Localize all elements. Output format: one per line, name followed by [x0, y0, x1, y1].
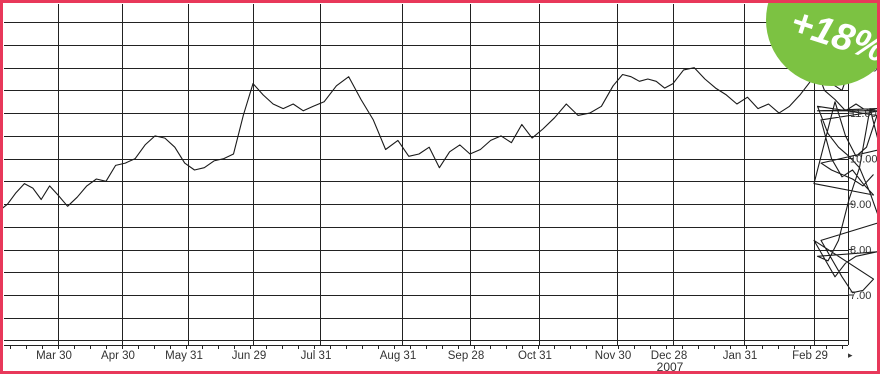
- x-axis-ticks: Mar 30 Apr 30 May 31 Jun 29 Jul 31 Aug 31 Sep …: [36, 350, 853, 362]
- grid-lines: [4, 4, 849, 349]
- x-tick-label: Nov 30: [595, 350, 631, 362]
- x-tick-label: Oct 31: [518, 350, 552, 362]
- badge-circle: [766, 0, 880, 86]
- x-tick-label: Dec 28: [651, 350, 687, 362]
- x-tick-label: Sep 28: [448, 350, 484, 362]
- price-series-line: [1, 21, 880, 294]
- x-tick-label: Jan 31: [723, 350, 758, 362]
- x-tick-label: Aug 31: [380, 350, 416, 362]
- x-tick-label: Apr 30: [101, 350, 135, 362]
- x-tick-label: Feb 29: [792, 350, 828, 362]
- y-tick-label: 9.00: [850, 199, 871, 211]
- year-label: 2007: [657, 360, 684, 374]
- y-tick-label: 8.00: [850, 245, 871, 257]
- badge-partial-text: on: [857, 0, 878, 6]
- price-line-layer: [1, 21, 880, 294]
- x-tick-label: Jul 31: [301, 350, 332, 362]
- x-tick-label: Mar 30: [36, 350, 72, 362]
- y-tick-label: 11.00: [850, 108, 877, 120]
- y-tick-label: 7.00: [850, 290, 871, 302]
- axis-arrow-icon: ▸: [848, 350, 853, 360]
- x-tick-label: May 31: [165, 350, 203, 362]
- gain-badge: on +18%: [766, 0, 880, 86]
- y-tick-label: 10.00: [850, 154, 878, 166]
- x-tick-label: Jun 29: [232, 350, 267, 362]
